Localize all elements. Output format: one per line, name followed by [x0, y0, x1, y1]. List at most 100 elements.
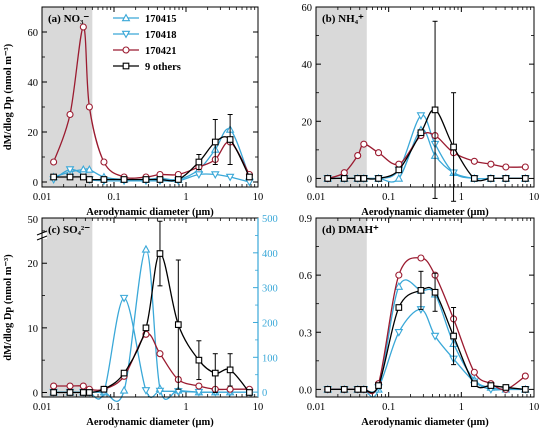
legend-marker — [122, 62, 130, 70]
shaded-region — [42, 7, 93, 187]
x-tick-label: 0.1 — [382, 192, 395, 203]
y-tick-label: 60 — [302, 3, 313, 14]
data-point — [85, 164, 94, 173]
data-point — [66, 389, 74, 396]
y2-tick-label: 100 — [262, 353, 278, 364]
data-point — [470, 380, 478, 388]
data-point — [487, 160, 495, 168]
y-tick-label: 40 — [302, 60, 313, 71]
data-point — [100, 176, 108, 183]
data-point — [100, 158, 108, 166]
data-point — [50, 173, 57, 181]
data-point — [502, 175, 510, 182]
y-tick-label: 0 — [33, 178, 38, 189]
data-point — [225, 173, 235, 182]
data-point — [79, 389, 87, 396]
data-point — [417, 254, 425, 262]
data-point — [502, 163, 510, 171]
data-point — [79, 382, 87, 390]
data-point — [521, 386, 529, 393]
data-point — [120, 176, 128, 183]
x-tick-label: 0.01 — [307, 402, 325, 413]
data-point — [394, 328, 404, 337]
x-axis-label: Aerodynamic diameter (μm) — [361, 417, 489, 428]
series-9-others — [324, 20, 529, 202]
plot-frame — [41, 6, 259, 188]
y2-tick-label: 300 — [262, 284, 278, 295]
data-point — [50, 382, 58, 390]
data-point — [195, 382, 203, 390]
data-point — [226, 366, 234, 374]
x-tick-label: 0.1 — [107, 192, 120, 203]
data-point — [394, 282, 404, 290]
data-point — [395, 304, 403, 311]
shaded-region — [316, 7, 367, 187]
data-point — [450, 332, 457, 340]
data-point — [226, 136, 234, 143]
data-point — [360, 175, 368, 182]
x-axis-label: Aerodynamic diameter (μm) — [86, 417, 214, 428]
data-point — [174, 176, 182, 183]
series-9-others — [324, 270, 529, 394]
data-point — [417, 287, 425, 294]
data-point — [86, 176, 93, 183]
data-point — [156, 176, 164, 183]
y2-tick-label: 200 — [262, 318, 278, 329]
data-point — [79, 173, 87, 181]
data-point — [354, 175, 362, 182]
x-tick-label: 1 — [183, 192, 188, 203]
data-point — [395, 166, 403, 174]
data-point — [211, 369, 219, 377]
panel-a: 0.01 0.1 1 10 0 20 40 60 (a) NO₃⁻ Aerodynamic dia… — [28, 6, 263, 218]
data-point — [155, 387, 165, 396]
data-point — [374, 149, 383, 157]
data-point — [194, 171, 204, 180]
y-axis-label: dM/dlog Dp (nmol m⁻³) — [3, 254, 14, 361]
x-tick-label: 0.01 — [33, 402, 51, 413]
data-point — [79, 23, 87, 31]
data-point — [417, 129, 425, 137]
series-9-others — [50, 220, 253, 396]
y-tick-label: 20 — [302, 117, 313, 128]
data-point — [470, 157, 478, 165]
data-point — [119, 294, 129, 303]
data-point — [470, 175, 478, 182]
legend-entry: 170421 — [145, 46, 177, 57]
data-point — [324, 386, 332, 393]
data-point — [246, 389, 253, 396]
data-point — [340, 175, 348, 182]
data-point — [65, 166, 75, 175]
x-tick-label: 0.1 — [382, 402, 395, 413]
y-tick-label: 0.6 — [299, 271, 312, 282]
data-point — [521, 175, 529, 182]
data-point — [50, 389, 57, 396]
legend-entry: 170415 — [145, 14, 177, 25]
data-point — [50, 158, 58, 166]
data-point — [142, 176, 150, 183]
data-point — [156, 350, 164, 358]
legend-marker — [122, 46, 130, 54]
legend-entry: 9 others — [145, 62, 181, 73]
panel-title: (c) SO₄²⁻ — [48, 224, 90, 236]
shaded-region — [42, 218, 93, 397]
plot-frame — [315, 217, 535, 398]
y-tick-label: 0 — [33, 388, 38, 399]
x-tick-label: 1 — [459, 192, 464, 203]
data-point — [360, 386, 368, 393]
data-point — [502, 384, 510, 391]
x-tick-label: 1 — [459, 402, 464, 413]
panel-b: 0.01 0.1 1 10 0 20 40 60 (b) NH₄⁺ Aerodynamic dia… — [302, 3, 540, 218]
y-tick-label: 0 — [307, 174, 312, 185]
series-9-others — [50, 114, 253, 183]
data-point — [120, 369, 128, 377]
y-tick-label: 0.3 — [299, 328, 312, 339]
data-point — [340, 169, 348, 177]
y2-tick-label: 400 — [262, 249, 278, 260]
data-point — [86, 389, 93, 396]
x-tick-label: 10 — [529, 402, 540, 413]
data-point — [142, 324, 150, 332]
data-point — [156, 250, 164, 257]
